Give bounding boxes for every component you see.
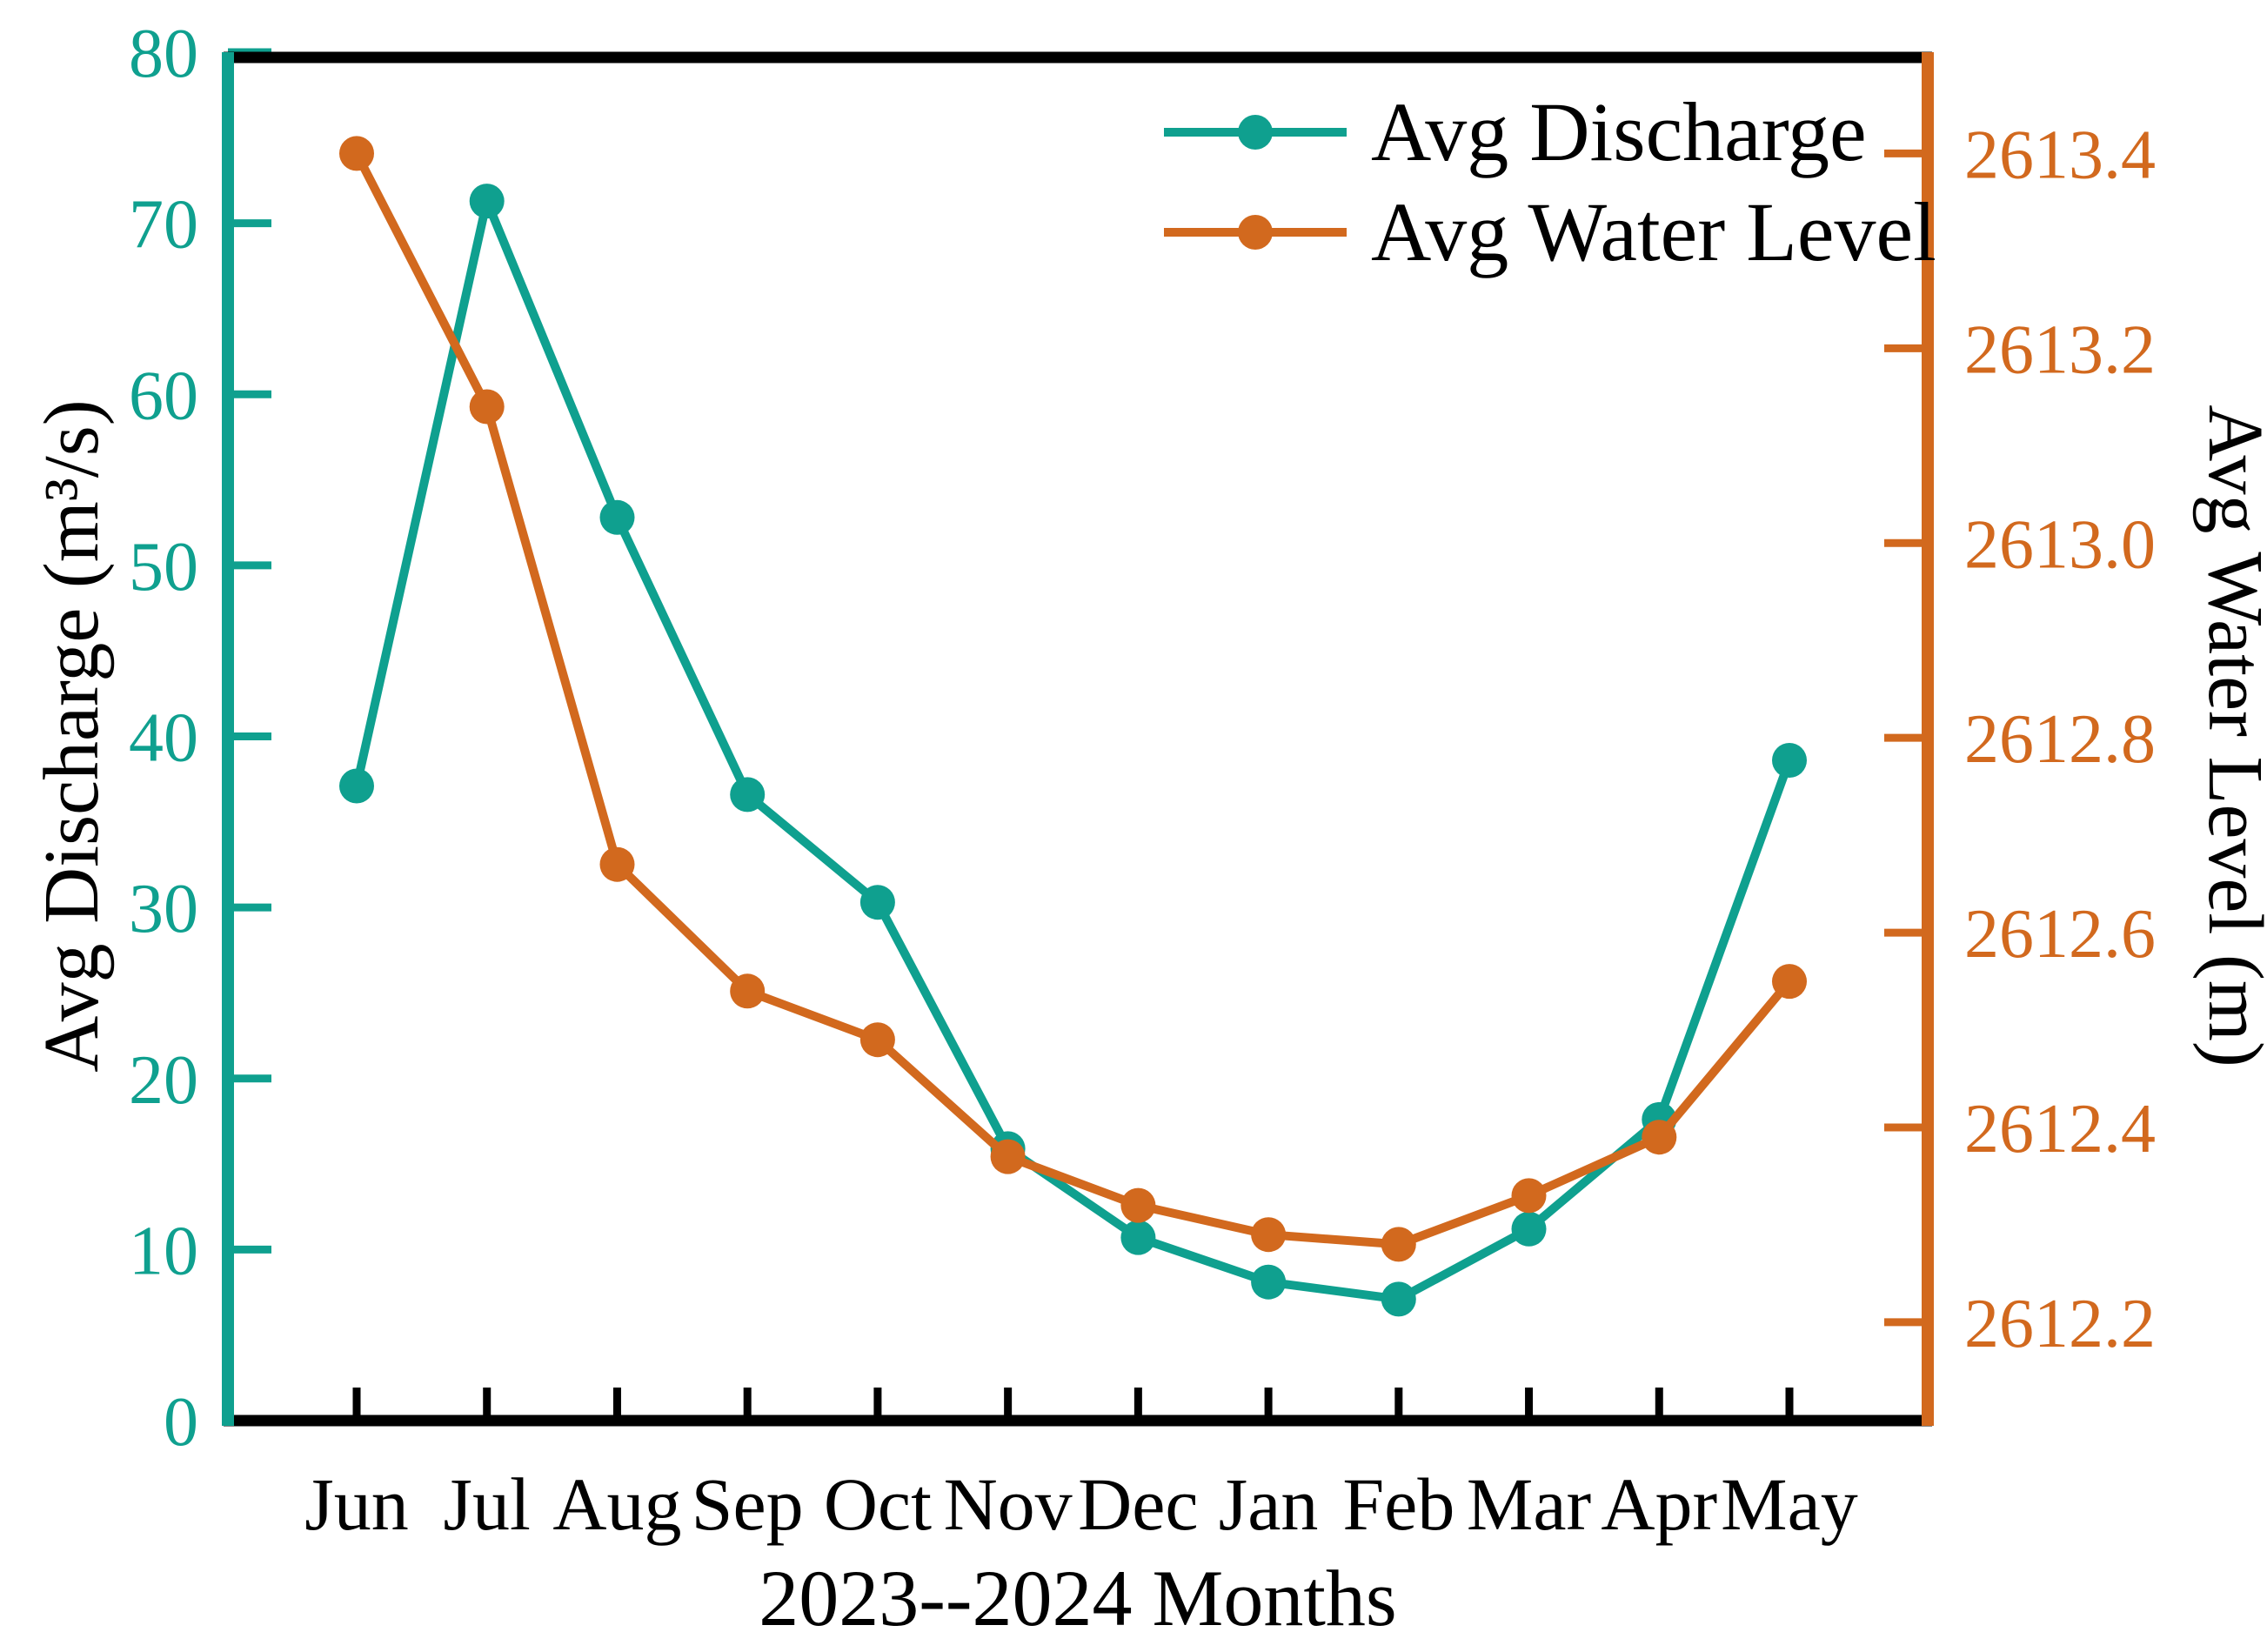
series-point [1251, 1217, 1287, 1253]
series-point [1772, 743, 1807, 778]
series-point [1251, 1264, 1287, 1300]
x-axis-tick-label: Jul [444, 1462, 531, 1546]
legend-item-water-level: Avg Water Level [1164, 185, 1936, 278]
legend-label-discharge: Avg Discharge [1371, 85, 1867, 178]
series-water-level [339, 136, 1807, 1262]
legend-marker-discharge-icon [1238, 115, 1273, 150]
x-axis-tick-label: Jan [1219, 1462, 1319, 1546]
series-point [1511, 1211, 1547, 1247]
right-axis-tick-label: 2613.4 [1964, 117, 2156, 193]
x-axis-tick-label: Oct [824, 1462, 932, 1546]
series-group [339, 136, 1807, 1317]
legend-item-discharge: Avg Discharge [1164, 85, 1867, 178]
legend-marker-water-level-icon [1238, 215, 1273, 250]
series-point [730, 973, 766, 1009]
series-point [1381, 1281, 1416, 1317]
left-axis-tick-label: 20 [129, 1042, 198, 1119]
series-point [1772, 964, 1807, 1000]
left-axis-tick-label: 10 [129, 1213, 198, 1289]
right-axis-tick-label: 2612.6 [1964, 896, 2156, 973]
legend-label-water-level: Avg Water Level [1371, 185, 1936, 278]
right-axis-tick-label: 2613.2 [1964, 311, 2156, 388]
right-axis-tick-label: 2613.0 [1964, 506, 2156, 583]
left-axis-tick-label: 50 [129, 529, 198, 605]
left-axis-tick-label: 70 [129, 187, 198, 264]
legend: Avg Discharge Avg Water Level [1164, 85, 1936, 278]
series-point [990, 1139, 1026, 1174]
series-point [859, 1022, 895, 1058]
right-axis-tick-label: 2612.8 [1964, 701, 2156, 778]
x-axis-tick-label: May [1721, 1462, 1858, 1546]
x-axis-tick-label: Feb [1342, 1462, 1454, 1546]
series-point [730, 777, 766, 813]
series-point [1381, 1227, 1416, 1262]
left-axis-tick-label: 30 [129, 871, 198, 947]
series-point [1511, 1178, 1547, 1214]
x-axis-title: 2023--2024 Months [759, 1554, 1396, 1642]
x-axis-tick-label: Mar [1467, 1462, 1591, 1546]
x-axis-tick-label: Nov [944, 1462, 1073, 1546]
series-point [1642, 1120, 1677, 1155]
left-axis-tick-label: 0 [164, 1384, 198, 1461]
series-discharge [339, 184, 1807, 1317]
x-axis-tick-label: Sep [692, 1462, 804, 1546]
series-point [859, 885, 895, 920]
right-axis-tick-label: 2612.2 [1964, 1286, 2156, 1362]
series-point [599, 499, 635, 535]
series-line [352, 197, 1794, 1304]
left-axis-tick-label: 40 [129, 700, 198, 777]
left-axis-tick-label: 80 [129, 16, 198, 92]
series-point [1120, 1220, 1156, 1255]
series-line [352, 149, 1794, 1249]
right-axis-tick-label: 2612.4 [1964, 1091, 2156, 1167]
series-point [599, 846, 635, 882]
left-axis-tick-label: 60 [129, 358, 198, 434]
series-point [1120, 1187, 1156, 1223]
right-axis-title: Avg Water Level (m) [2192, 405, 2267, 1067]
x-axis-tick-label: Dec [1078, 1462, 1198, 1546]
x-axis-tick-label: Jun [304, 1462, 408, 1546]
left-axis-title: Avg Discharge (m³/s) [29, 399, 115, 1072]
x-axis-tick-label: Apr [1601, 1462, 1717, 1546]
series-point [339, 136, 374, 171]
series-point [469, 389, 505, 425]
axes-ticks-group: 0 10 20 30 40 50 60 70 80 2612.2 2612.4 2612.6 2612.… [129, 16, 2156, 1546]
series-point [469, 184, 505, 219]
series-point [339, 768, 374, 804]
x-axis-tick-label: Aug [552, 1462, 681, 1546]
